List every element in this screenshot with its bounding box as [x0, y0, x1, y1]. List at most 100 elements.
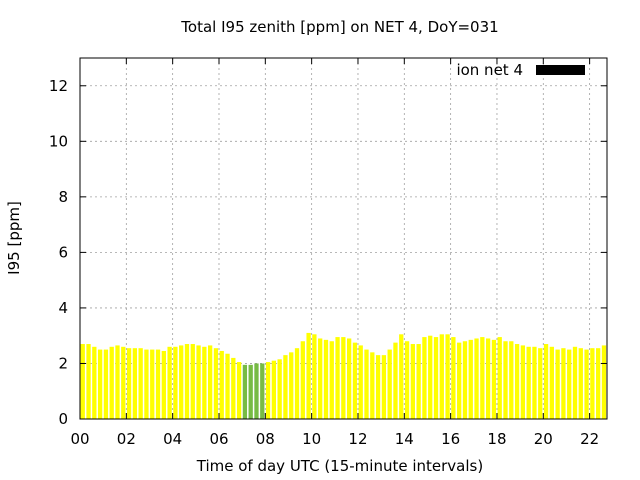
bar: [375, 355, 381, 419]
bar: [567, 349, 572, 419]
bar: [416, 344, 421, 419]
y-tick-label: 10: [49, 132, 68, 150]
x-tick-label: 06: [209, 430, 228, 448]
bar: [480, 337, 485, 419]
bar: [115, 345, 120, 419]
bar: [179, 345, 184, 419]
plot-border: [79, 57, 608, 420]
bar: [312, 334, 317, 419]
bar: [265, 362, 271, 419]
bar: [248, 364, 253, 419]
bar: [590, 348, 595, 419]
x-tick-label: 00: [70, 430, 89, 448]
bar: [294, 348, 300, 419]
bar: [138, 348, 143, 419]
bar: [155, 349, 161, 419]
bar: [399, 334, 404, 419]
bar: [520, 345, 526, 419]
bar: [208, 345, 213, 419]
bar: [219, 350, 224, 419]
bar: [526, 346, 531, 419]
bar: [86, 344, 91, 419]
bar: [387, 349, 392, 419]
bar: [445, 334, 450, 419]
legend-label: ion net 4: [456, 61, 523, 79]
bar: [474, 338, 479, 419]
x-tick-label: 22: [580, 430, 599, 448]
grid: [80, 58, 607, 419]
x-tick-label: 02: [117, 430, 136, 448]
bar: [190, 344, 195, 419]
bars: [80, 332, 607, 419]
bar: [144, 349, 149, 419]
y-tick-label: 12: [49, 77, 68, 95]
chart-title: Total I95 zenith [ppm] on NET 4, DoY=031: [180, 18, 498, 36]
bar: [601, 345, 607, 419]
bar: [352, 342, 358, 419]
bar: [538, 348, 543, 419]
x-tick-label: 14: [395, 430, 414, 448]
x-tick-label: 18: [487, 430, 506, 448]
bar: [121, 346, 126, 419]
y-axis-label: I95 [ppm]: [5, 201, 23, 275]
y-tick-label: 0: [58, 410, 68, 428]
bar: [451, 337, 456, 419]
y-tick-label: 8: [58, 188, 68, 206]
bar: [584, 349, 589, 419]
bar: [132, 348, 138, 419]
bar: [271, 360, 277, 419]
bar: [462, 341, 468, 419]
bar: [358, 345, 363, 419]
bar: [260, 363, 265, 419]
x-tick-label: 08: [256, 430, 275, 448]
x-tick-label: 12: [348, 430, 367, 448]
bar: [109, 346, 114, 419]
bar: [428, 335, 433, 419]
legend: ion net 4: [456, 61, 585, 79]
bar: [329, 341, 334, 419]
bar: [572, 346, 578, 419]
bar: [236, 362, 242, 419]
x-axis-label: Time of day UTC (15-minute intervals): [196, 457, 483, 475]
bar: [439, 334, 444, 419]
bar: [491, 339, 497, 419]
bar: [549, 346, 554, 419]
bar: [150, 349, 155, 419]
bar: [184, 344, 190, 419]
bar: [346, 338, 352, 419]
bar: [485, 338, 491, 419]
bar: [555, 349, 560, 419]
bar: [364, 349, 369, 419]
bar: [596, 348, 601, 419]
bar: [381, 355, 387, 419]
bar: [370, 352, 375, 419]
bar: [341, 337, 346, 419]
x-tick-label: 20: [534, 430, 553, 448]
bar: [225, 353, 230, 419]
bar: [323, 339, 329, 419]
bar: [561, 348, 566, 419]
bar: [242, 364, 248, 419]
bar: [289, 352, 294, 419]
bar: [335, 337, 340, 419]
bar: [503, 341, 508, 419]
bar: [92, 346, 97, 419]
bar: [422, 337, 427, 419]
bar: [161, 350, 166, 419]
bar: [318, 338, 323, 419]
bar: [97, 349, 103, 419]
y-tick-label: 6: [58, 243, 68, 261]
x-tick-label: 04: [163, 430, 182, 448]
bar: [532, 346, 537, 419]
bar: [457, 342, 462, 419]
bar: [277, 359, 282, 419]
y-tick-label: 2: [58, 354, 68, 372]
legend-swatch: [536, 65, 585, 75]
bar: [213, 348, 219, 419]
bar: [196, 345, 201, 419]
bar: [543, 344, 549, 419]
bar: [514, 344, 520, 419]
y-tick-label: 4: [58, 299, 68, 317]
